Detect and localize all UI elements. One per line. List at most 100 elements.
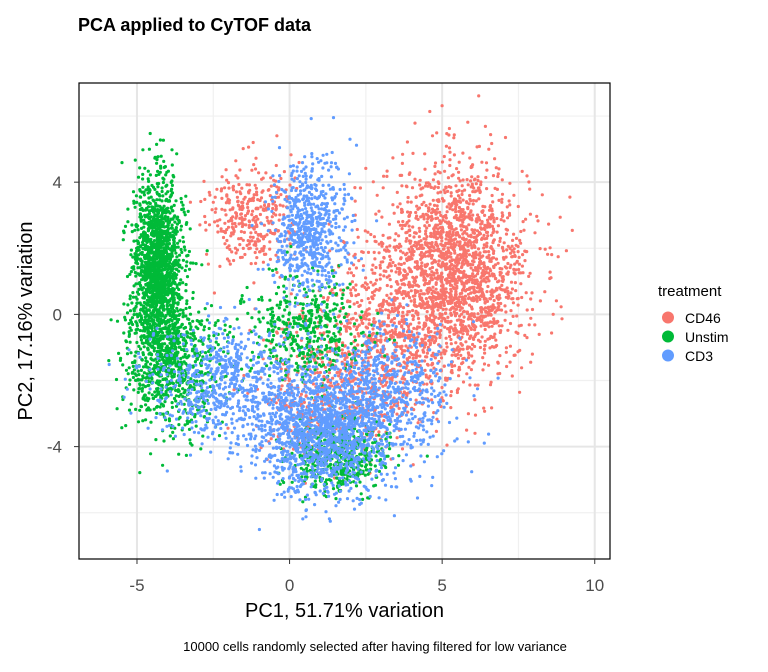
- data-point: [460, 245, 464, 249]
- data-point: [490, 290, 494, 294]
- data-point: [414, 398, 418, 402]
- data-point: [385, 174, 389, 178]
- data-point: [434, 243, 438, 247]
- data-point: [489, 133, 493, 137]
- data-point: [444, 185, 448, 189]
- data-point: [214, 207, 218, 211]
- data-point: [436, 295, 440, 299]
- data-point: [516, 303, 520, 307]
- data-point: [481, 356, 485, 360]
- data-point: [371, 180, 375, 184]
- data-point: [405, 140, 409, 144]
- data-point: [491, 227, 495, 231]
- data-point: [465, 332, 470, 336]
- data-point: [473, 228, 477, 232]
- data-point: [423, 264, 427, 268]
- data-point: [455, 217, 459, 222]
- data-point: [144, 293, 148, 297]
- data-point: [385, 323, 389, 327]
- data-point: [241, 201, 245, 205]
- data-point: [454, 266, 458, 270]
- data-point: [411, 308, 415, 313]
- data-point: [461, 357, 465, 361]
- data-point: [378, 277, 382, 281]
- data-point: [411, 151, 415, 155]
- data-point: [393, 264, 397, 268]
- data-point: [444, 349, 448, 353]
- data-point: [496, 261, 500, 265]
- data-point: [547, 222, 551, 226]
- data-point: [397, 406, 401, 410]
- data-point: [413, 177, 417, 181]
- data-point: [378, 273, 382, 277]
- data-point: [491, 174, 496, 178]
- data-point: [150, 208, 154, 213]
- data-point: [430, 307, 434, 311]
- data-point: [434, 297, 438, 301]
- data-point: [388, 254, 392, 258]
- data-point: [455, 167, 459, 171]
- data-point: [457, 374, 461, 378]
- data-point: [407, 228, 411, 233]
- data-point: [187, 249, 191, 254]
- data-point: [174, 261, 178, 265]
- data-point: [489, 245, 493, 249]
- data-point: [254, 261, 258, 265]
- data-point: [525, 308, 529, 312]
- data-point: [153, 220, 157, 224]
- data-point: [161, 194, 165, 198]
- data-point: [406, 283, 410, 287]
- data-point: [441, 230, 445, 234]
- data-point: [471, 263, 475, 267]
- data-point: [139, 338, 143, 342]
- data-point: [425, 355, 429, 359]
- data-point: [427, 290, 431, 294]
- data-point: [372, 235, 376, 239]
- data-point: [511, 314, 515, 318]
- data-point: [425, 351, 429, 355]
- data-point: [485, 244, 489, 248]
- data-point: [443, 169, 447, 173]
- data-point: [519, 282, 523, 286]
- data-point: [184, 306, 188, 311]
- data-point: [153, 217, 157, 221]
- data-point: [442, 188, 446, 192]
- data-point: [458, 308, 462, 312]
- data-point: [497, 279, 501, 283]
- data-point: [160, 272, 164, 276]
- data-point: [166, 215, 170, 219]
- data-point: [499, 329, 503, 333]
- data-point: [506, 261, 510, 266]
- data-point: [253, 183, 257, 187]
- data-point: [357, 259, 361, 263]
- data-point: [367, 318, 371, 322]
- data-point: [480, 271, 484, 275]
- data-point: [394, 248, 398, 252]
- data-point: [396, 220, 401, 224]
- data-point: [444, 250, 448, 254]
- data-point: [441, 227, 445, 231]
- data-point: [442, 215, 446, 219]
- data-point: [222, 229, 226, 234]
- data-point: [485, 187, 489, 191]
- data-point: [399, 304, 403, 308]
- data-point: [240, 224, 244, 229]
- data-point: [445, 205, 449, 209]
- data-point: [528, 212, 533, 216]
- data-point: [446, 266, 450, 270]
- data-point: [506, 216, 510, 220]
- data-point: [360, 321, 364, 325]
- data-point: [432, 229, 436, 233]
- data-point: [480, 310, 484, 314]
- data-point: [505, 248, 509, 252]
- data-point: [258, 212, 262, 217]
- data-point: [374, 265, 378, 270]
- data-point: [172, 241, 176, 245]
- data-point: [236, 200, 240, 204]
- data-point: [440, 160, 445, 164]
- data-point: [493, 289, 497, 293]
- data-point: [234, 174, 238, 178]
- data-point: [405, 272, 410, 276]
- data-point: [458, 196, 462, 200]
- data-point: [482, 406, 486, 410]
